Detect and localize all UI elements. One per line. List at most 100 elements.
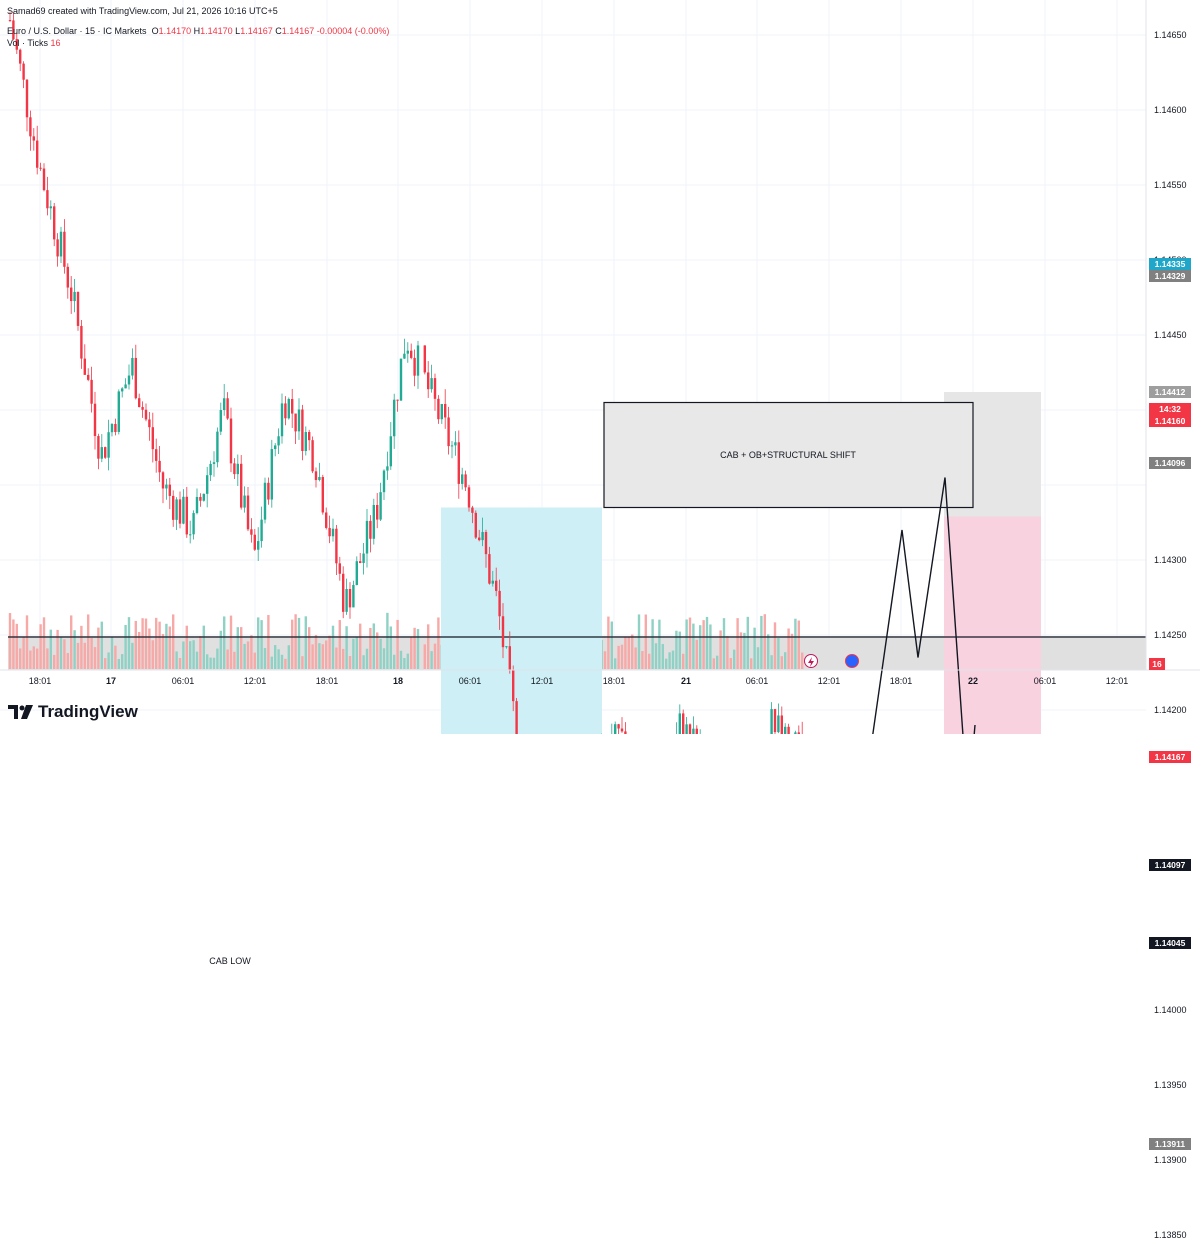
candle-body (427, 372, 430, 390)
volume-bar (178, 658, 182, 669)
volume-bar (733, 649, 736, 669)
volume-bar (801, 652, 804, 669)
volume-bar (692, 623, 695, 669)
volume-bar (756, 647, 760, 669)
volume-bar (308, 627, 311, 669)
candle-body (794, 732, 797, 734)
volume-bar (614, 658, 617, 669)
candle-body (36, 140, 39, 168)
volume-bar (36, 648, 39, 669)
candle-body (175, 499, 178, 520)
candle-body (212, 462, 216, 464)
candle-body (32, 136, 35, 141)
volume-label[interactable]: Vol · Ticks (7, 38, 49, 48)
volume-bar (90, 637, 93, 669)
volume-bar (124, 624, 127, 669)
candle-body (141, 407, 144, 410)
supply-zone-label: CAB + OB+STRUCTURAL SHIFT (720, 450, 856, 460)
candle-body (447, 417, 450, 447)
candle-body (784, 726, 787, 734)
candle-body (450, 445, 454, 447)
candle-body (246, 495, 250, 530)
volume-bar (416, 629, 420, 669)
volume-bar (192, 640, 195, 669)
candle-body (335, 528, 338, 564)
volume-bar (369, 627, 372, 669)
candle-body (338, 563, 341, 574)
time-tick-label: 12:01 (530, 676, 554, 686)
price-tick-label: 1.13850 (1154, 1230, 1187, 1240)
volume-bar (627, 636, 630, 669)
volume-bar (770, 655, 773, 669)
volume-bar (263, 648, 267, 669)
candle-body (287, 398, 290, 419)
volume-bar (705, 616, 709, 669)
candle-body (70, 287, 73, 302)
time-tick-label: 17 (105, 676, 117, 686)
candle-body (151, 427, 154, 450)
volume-bar (773, 622, 777, 669)
candle-body (328, 527, 331, 537)
volume-bar (100, 621, 103, 669)
candle-body (399, 358, 403, 401)
time-tick-label: 18:01 (315, 676, 339, 686)
candle-body (416, 345, 420, 376)
time-tick-label: 06:01 (458, 676, 482, 686)
candle-body (389, 436, 392, 467)
volume-bar (46, 648, 49, 669)
volume-bar (53, 654, 56, 669)
candle-body (83, 358, 86, 375)
price-tick-label: 1.13950 (1154, 1080, 1187, 1090)
candle-body (100, 447, 103, 459)
volume-bar (121, 654, 124, 669)
candle-body (770, 709, 773, 734)
volume-bar (134, 620, 137, 669)
badge-1-14096: 1.14096 (1149, 457, 1191, 469)
candle-body (291, 398, 294, 414)
ohlc-value: 1.14170 (158, 26, 194, 36)
candle-body (488, 554, 491, 584)
volume-bar (110, 637, 114, 669)
volume-bar (617, 645, 620, 669)
candle-body (270, 449, 273, 500)
candle-body (430, 378, 433, 390)
volume-bar (654, 643, 658, 669)
volume-bar (406, 653, 409, 669)
time-tick-label: 18 (392, 676, 404, 686)
volume-bar (430, 651, 433, 669)
chart-canvas[interactable] (0, 0, 1200, 734)
candle-body (144, 409, 148, 420)
volume-bar (325, 640, 328, 669)
volume-bar (216, 648, 219, 669)
lightning-icon[interactable] (804, 654, 818, 668)
candle-body (29, 117, 32, 137)
volume-bar (199, 636, 202, 669)
volume-bar (277, 649, 280, 669)
volume-bar (131, 642, 134, 669)
candle-body (484, 531, 488, 555)
candle-body (308, 432, 311, 441)
candle-body (512, 669, 515, 702)
volume-bar (685, 619, 688, 669)
candle-body (209, 463, 212, 476)
demand-zone (441, 507, 602, 734)
volume-bar (219, 630, 222, 669)
badge-last-price: 1.14167 (1149, 750, 1191, 763)
symbol-name[interactable]: Euro / U.S. Dollar · 15 · IC Markets (7, 26, 147, 36)
volume-bar (787, 628, 790, 669)
calendar-event-icon[interactable] (845, 654, 859, 668)
volume-bar (399, 650, 403, 669)
volume-bar (66, 653, 69, 669)
ohlc-key: H (193, 26, 201, 36)
volume-bar (246, 641, 250, 669)
volume-bar (722, 618, 726, 669)
candle-body (331, 528, 335, 537)
candle-body (505, 646, 508, 648)
volume-bar (114, 645, 117, 669)
candle-body (114, 423, 117, 432)
candle-body (440, 403, 443, 420)
volume-bar (172, 614, 175, 669)
volume-bar (437, 617, 440, 669)
volume-bar (784, 652, 787, 669)
candle-body (403, 353, 406, 359)
